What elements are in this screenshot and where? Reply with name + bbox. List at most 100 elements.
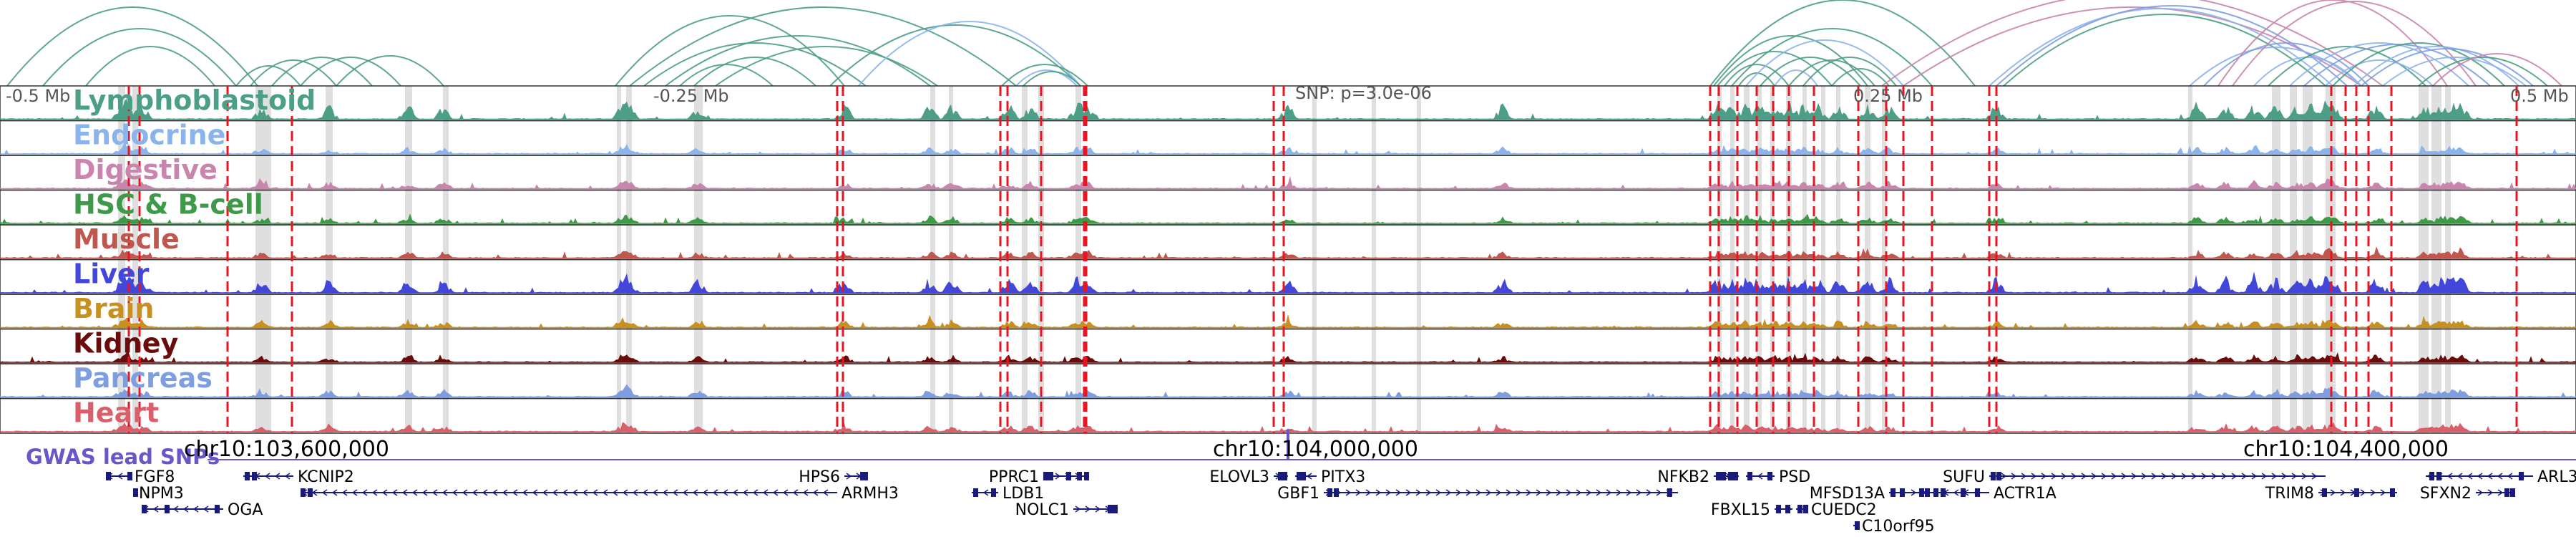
chromatin-loop-arc	[693, 57, 816, 87]
strand-chevron	[2091, 473, 2097, 480]
exon	[1785, 505, 1790, 513]
exon	[215, 505, 220, 513]
gene-pitx3: PITX3	[1295, 468, 1365, 486]
gene-kcnip2: KCNIP2	[243, 468, 354, 486]
strand-chevron	[431, 489, 438, 496]
strand-chevron	[2281, 473, 2288, 480]
strand-chevron	[1953, 489, 1959, 496]
strand-chevron	[712, 489, 718, 496]
strand-chevron	[1656, 489, 1662, 496]
chromatin-loop-arc	[336, 55, 444, 87]
strand-chevron	[572, 489, 578, 496]
strand-chevron	[1506, 489, 1512, 496]
strand-chevron	[1395, 489, 1402, 496]
region-label-right: 0.5 Mb	[2510, 86, 2569, 106]
gene-hps6: HPS6	[799, 468, 868, 486]
exon	[2504, 488, 2509, 497]
gene-label: ARL3	[2537, 468, 2576, 486]
strand-chevron	[2131, 473, 2137, 480]
chromatin-loop-arc	[2332, 42, 2505, 87]
strand-chevron	[2241, 473, 2248, 480]
strand-chevron	[2301, 473, 2308, 480]
gene-psd: PSD	[1746, 468, 1810, 486]
gene-label: FGF8	[135, 468, 175, 486]
strand-chevron	[1496, 489, 1502, 496]
exon	[1721, 472, 1726, 480]
strand-chevron	[1435, 489, 1442, 496]
chromatin-loop-arc	[1738, 72, 1775, 87]
gene-nfkb2: NFKB2	[1657, 468, 1739, 486]
strand-chevron	[1596, 489, 1602, 496]
strand-chevron	[552, 489, 558, 496]
strand-chevron	[652, 489, 658, 496]
strand-chevron	[1626, 489, 1632, 496]
gene-c10orf95: C10orf95	[1853, 518, 1935, 536]
signal-profile	[0, 271, 2576, 293]
strand-chevron	[792, 489, 799, 496]
gene-label: SUFU	[1943, 468, 1985, 486]
chromatin-loop-arc	[2232, 1, 2477, 87]
strand-chevron	[1566, 489, 1572, 496]
exon	[1855, 521, 1860, 530]
chromatin-loop-arc	[1989, 8, 2333, 87]
track-label: Digestive	[73, 154, 218, 185]
strand-chevron	[2031, 473, 2037, 480]
strand-chevron	[264, 473, 270, 480]
strand-chevron	[742, 489, 748, 496]
strand-chevron	[732, 489, 738, 496]
strand-chevron	[1405, 489, 1412, 496]
coordinate-label-3: chr10:104,400,000	[2243, 437, 2449, 462]
chromatin-loop-arc	[42, 28, 237, 87]
exon	[1327, 488, 1332, 497]
strand-chevron	[522, 489, 528, 496]
strand-chevron	[1516, 489, 1522, 496]
strand-chevron	[1475, 489, 1482, 496]
strand-chevron	[2311, 473, 2318, 480]
chromatin-loop-arc	[2432, 53, 2562, 87]
strand-chevron	[361, 489, 368, 496]
strand-chevron	[492, 489, 498, 496]
chromatin-loop-arc	[1709, 0, 1976, 87]
strand-chevron	[2081, 473, 2087, 480]
strand-chevron	[441, 489, 448, 496]
strand-chevron	[2181, 473, 2187, 480]
exon	[2519, 472, 2524, 480]
strand-chevron	[542, 489, 548, 496]
signal-profile	[0, 246, 2576, 258]
strand-chevron	[2161, 473, 2167, 480]
strand-chevron	[284, 473, 291, 480]
strand-chevron	[2487, 489, 2494, 496]
strand-chevron	[2497, 489, 2504, 496]
strand-chevron	[2507, 473, 2513, 480]
strand-chevron	[1546, 489, 1552, 496]
exon	[1776, 505, 1781, 513]
strand-chevron	[2487, 473, 2493, 480]
exon	[1297, 472, 1302, 480]
exon	[106, 472, 111, 480]
strand-chevron	[2251, 473, 2258, 480]
chromatin-loop-arc	[629, 6, 1017, 87]
strand-chevron	[802, 489, 809, 496]
region-label-left-mid: -0.25 Mb	[653, 86, 729, 106]
strand-chevron	[642, 489, 648, 496]
exon	[1282, 472, 1287, 480]
gene-npm3: NPM3	[133, 485, 184, 503]
gene-label: NPM3	[139, 485, 184, 503]
exon	[1919, 488, 1924, 497]
gene-label: SFXN2	[2420, 485, 2472, 503]
strand-chevron	[2457, 473, 2463, 480]
strand-chevron	[1306, 473, 1312, 480]
chromatin-loop-arc	[1881, 0, 2384, 87]
strand-chevron	[1455, 489, 1462, 496]
strand-chevron	[512, 489, 518, 496]
strand-chevron	[602, 489, 608, 496]
strand-chevron	[2151, 473, 2157, 480]
chromatin-loop-arc	[1760, 57, 1861, 87]
chromatin-loop-arc	[271, 57, 373, 87]
strand-chevron	[331, 489, 338, 496]
strand-chevron	[692, 489, 698, 496]
strand-chevron	[2041, 473, 2047, 480]
strand-chevron	[822, 489, 829, 496]
